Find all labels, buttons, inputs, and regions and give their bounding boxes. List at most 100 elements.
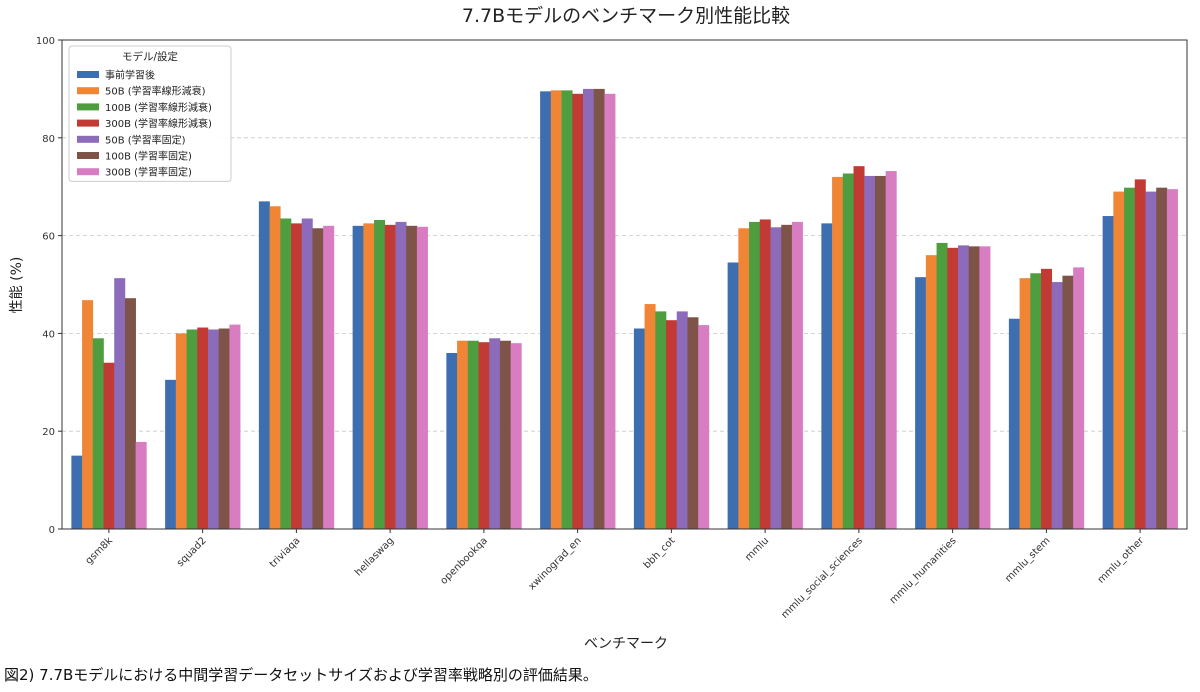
bar-xwinograd_en-2	[561, 90, 573, 529]
bar-mmlu_stem-2	[1030, 273, 1042, 529]
bar-triviaqa-3	[291, 223, 303, 529]
bar-mmlu_humanities-1	[925, 255, 937, 529]
legend-swatch	[77, 103, 99, 111]
bar-xwinograd_en-5	[593, 88, 605, 530]
bar-gsm8k-6	[135, 441, 147, 529]
bar-gsm8k-1	[82, 300, 94, 529]
bar-openbookqa-2	[467, 340, 479, 529]
bar-gsm8k-4	[114, 278, 126, 529]
bar-bbh_cot-0	[633, 328, 645, 529]
bar-mmlu_social_sciences-6	[885, 171, 897, 529]
bar-squad2-5	[218, 328, 230, 529]
bar-openbookqa-1	[457, 340, 469, 529]
y-tick-label: 100	[36, 36, 55, 47]
grid-lines	[62, 137, 1187, 432]
legend-entry: 300B (学習率固定)	[105, 166, 192, 179]
x-tick-label: gsm8k	[84, 535, 116, 567]
bar-mmlu_stem-6	[1073, 267, 1085, 529]
bar-mmlu_other-1	[1113, 191, 1125, 529]
bar-mmlu-4	[770, 227, 782, 530]
bar-openbookqa-4	[489, 338, 501, 529]
bar-gsm8k-3	[103, 362, 115, 529]
plot-frame	[61, 39, 1188, 530]
legend-entry: 50B (学習率固定)	[105, 133, 186, 146]
bar-bbh_cot-5	[687, 317, 699, 529]
figure-caption: 図2) 7.7Bモデルにおける中間学習データセットサイズおよび学習率戦略別の評価…	[4, 666, 598, 684]
legend-entry: 100B (学習率固定)	[105, 150, 192, 163]
bar-mmlu_stem-4	[1051, 282, 1063, 529]
bar-mmlu_stem-5	[1062, 275, 1074, 529]
bar-xwinograd_en-3	[572, 93, 584, 529]
bar-bbh_cot-4	[676, 311, 688, 529]
bar-mmlu-2	[749, 221, 761, 529]
bar-bbh_cot-6	[698, 325, 710, 529]
bar-squad2-4	[207, 329, 219, 529]
x-tick-label: xwinograd_en	[527, 535, 584, 592]
bar-gsm8k-5	[124, 298, 136, 529]
bar-mmlu_humanities-3	[947, 247, 959, 529]
legend-entry: 100B (学習率線形減衰)	[105, 101, 212, 114]
bar-gsm8k-0	[71, 455, 83, 529]
bar-mmlu_other-2	[1124, 187, 1136, 530]
bar-triviaqa-5	[312, 228, 324, 529]
bar-mmlu_humanities-2	[936, 242, 948, 529]
bar-openbookqa-3	[478, 342, 490, 529]
bar-mmlu_social_sciences-0	[821, 223, 833, 529]
legend-swatch	[77, 152, 99, 159]
bar-triviaqa-6	[323, 225, 335, 529]
legend-swatch	[77, 71, 99, 78]
legend-swatch	[77, 168, 99, 176]
bar-hellaswag-4	[395, 221, 407, 529]
x-tick-label: bbh_cot	[642, 535, 678, 571]
bar-mmlu_social_sciences-5	[874, 175, 886, 529]
x-tick-label: mmlu_other	[1096, 535, 1147, 586]
bars	[71, 88, 1178, 530]
bar-bbh_cot-2	[655, 311, 667, 529]
bar-openbookqa-6	[510, 343, 522, 529]
bar-triviaqa-4	[301, 218, 313, 530]
y-axis-label: 性能 (%)	[9, 257, 25, 314]
bar-mmlu_humanities-4	[957, 245, 969, 529]
bar-mmlu_social_sciences-1	[832, 176, 844, 530]
bar-mmlu_other-5	[1156, 187, 1168, 530]
legend-box	[68, 45, 232, 182]
x-tick-label: mmlu_social_sciences	[779, 535, 865, 621]
legend-swatch	[77, 119, 99, 127]
x-tick-label: mmlu	[743, 535, 771, 563]
bar-mmlu-3	[759, 219, 771, 529]
legend-swatch	[77, 135, 99, 143]
x-tick-label: openbookqa	[439, 535, 490, 586]
y-tick-label: 60	[42, 232, 55, 243]
bar-hellaswag-2	[374, 219, 386, 529]
bar-squad2-6	[229, 324, 241, 529]
legend-entry: 50B (学習率線形減衰)	[105, 85, 206, 98]
y-tick-label: 40	[42, 329, 55, 340]
bar-squad2-1	[175, 333, 187, 529]
bar-hellaswag-1	[363, 223, 375, 529]
bar-xwinograd_en-6	[604, 93, 616, 529]
legend-entry: 300B (学習率線形減衰)	[105, 117, 212, 130]
bar-mmlu-1	[738, 228, 750, 529]
x-axis-label: ベンチマーク	[584, 636, 668, 652]
bar-hellaswag-0	[352, 225, 364, 529]
bar-gsm8k-2	[92, 338, 104, 529]
bar-mmlu-6	[791, 221, 803, 529]
x-tick-label: squad2	[175, 535, 209, 569]
x-tick-label: mmlu_stem	[1003, 535, 1052, 584]
bar-hellaswag-6	[416, 226, 428, 529]
bar-mmlu_humanities-0	[915, 277, 927, 529]
bar-mmlu_social_sciences-2	[842, 173, 854, 529]
bar-xwinograd_en-4	[582, 88, 594, 530]
legend-entry: 事前学習後	[105, 69, 155, 82]
bar-xwinograd_en-1	[550, 90, 562, 529]
chart-title: 7.7Bモデルのベンチマーク別性能比較	[462, 5, 790, 27]
bar-mmlu_stem-0	[1008, 318, 1020, 529]
bar-hellaswag-5	[406, 225, 418, 529]
bar-bbh_cot-3	[666, 320, 678, 529]
bar-mmlu_other-6	[1166, 189, 1178, 529]
bar-mmlu_social_sciences-3	[853, 166, 865, 530]
bar-xwinograd_en-0	[540, 91, 552, 529]
bar-triviaqa-1	[269, 206, 281, 529]
bar-mmlu-0	[727, 262, 739, 529]
